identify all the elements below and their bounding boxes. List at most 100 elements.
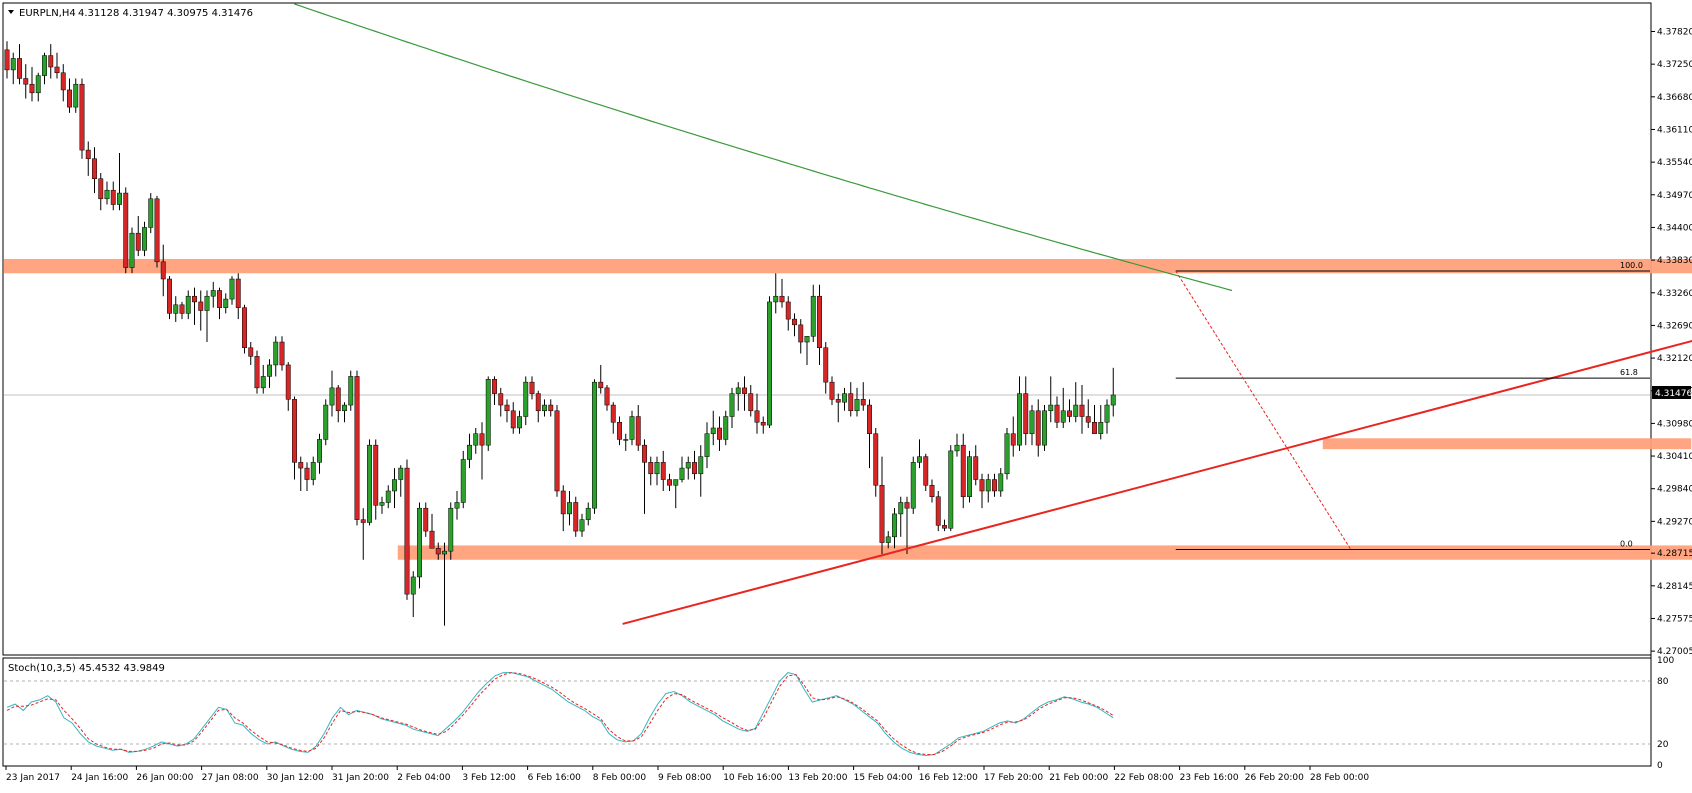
bear-candle: [167, 278, 172, 314]
support-resistance-zone: [397, 545, 1692, 560]
bull-candle: [623, 439, 629, 441]
bull-candle: [698, 456, 704, 475]
time-tick-label: 17 Feb 20:00: [984, 773, 1043, 783]
bull-candle: [104, 189, 110, 200]
bear-candle: [792, 318, 797, 326]
price-tick-label: 4.34970: [1657, 191, 1692, 201]
bear-candle: [60, 72, 66, 91]
bull-candle: [42, 55, 47, 76]
bear-candle: [67, 89, 72, 108]
bear-candle: [423, 507, 429, 532]
bear-candle: [354, 376, 360, 520]
bull-candle: [654, 462, 660, 475]
bear-candle: [604, 387, 610, 406]
bull-candle: [954, 444, 960, 452]
price-tick-label: 4.27005: [1657, 647, 1692, 657]
bull-candle: [673, 479, 679, 486]
bear-candle: [660, 462, 666, 480]
bull-candle: [367, 444, 372, 523]
bear-candle: [785, 301, 791, 320]
stochastic-signal-line: [6, 672, 1114, 755]
bear-candle: [760, 421, 766, 426]
price-tick-label: 4.28145: [1657, 582, 1692, 592]
bear-candle: [779, 295, 785, 303]
bull-candle: [542, 404, 547, 412]
bear-candle: [298, 462, 304, 469]
bear-candle: [1010, 433, 1016, 446]
bull-candle: [329, 387, 335, 406]
bear-candle: [1054, 404, 1060, 423]
bear-candle: [554, 410, 560, 492]
bull-candle: [1104, 404, 1110, 423]
bull-candle: [898, 502, 904, 515]
bull-candle: [410, 576, 416, 595]
lines-layer: 100.0 61.8 0.0: [622, 261, 1692, 625]
bull-candle: [485, 379, 491, 446]
bull-candle: [223, 298, 229, 308]
time-tick-label: 10 Feb 16:00: [723, 773, 782, 783]
bull-candle: [1042, 410, 1047, 446]
bull-candle: [385, 490, 391, 503]
time-tick-label: 26 Jan 00:00: [136, 773, 193, 783]
bear-candle: [192, 295, 197, 303]
time-tick-label: 16 Feb 12:00: [919, 773, 978, 783]
fibonacci-level-label: 0.0: [1620, 539, 1633, 548]
bear-candle: [29, 83, 35, 94]
trendline: [622, 339, 1692, 625]
price-tick-label: 4.30410: [1657, 452, 1692, 462]
bull-candle: [892, 513, 897, 538]
bear-candle: [492, 379, 497, 394]
bull-candle: [117, 192, 122, 205]
bull-candle: [210, 290, 216, 297]
bear-candle: [823, 347, 829, 383]
bear-candle: [79, 83, 85, 151]
stochastic-label: Stoch(10,3,5) 45.4532 43.9849: [8, 663, 165, 674]
bear-candle: [617, 421, 622, 440]
time-tick-label: 9 Feb 08:00: [658, 773, 712, 783]
bull-candle: [585, 507, 591, 520]
price-tick-label: 4.33830: [1657, 256, 1692, 266]
price-tick-label: 4.33260: [1657, 289, 1692, 299]
bear-candle: [279, 341, 285, 366]
bear-candle: [817, 295, 822, 349]
bull-candle: [685, 462, 691, 469]
bear-candle: [154, 198, 160, 263]
bull-candle: [885, 536, 891, 543]
bull-candle: [842, 393, 847, 403]
bull-candle: [260, 376, 266, 389]
bull-candle: [523, 381, 529, 417]
bull-candle: [185, 295, 191, 314]
bear-candle: [23, 78, 29, 85]
time-tick-label: 24 Jan 16:00: [71, 773, 128, 783]
bear-candle: [829, 381, 835, 400]
symbol-menu-icon[interactable]: [8, 10, 14, 14]
bear-candle: [835, 399, 841, 403]
bear-candle: [92, 158, 97, 179]
bear-candle: [860, 399, 866, 406]
bear-candle: [98, 178, 104, 200]
bull-candle: [273, 341, 279, 366]
bear-candle: [873, 433, 879, 486]
bull-candle: [767, 301, 772, 426]
time-tick-label: 23 Feb 16:00: [1180, 773, 1239, 783]
time-tick-label: 23 Jan 2017: [6, 773, 60, 783]
bull-candle: [1004, 433, 1010, 475]
bull-candle: [454, 502, 460, 509]
support-resistance-zone: [4, 258, 1692, 274]
bear-candle: [560, 490, 566, 515]
bear-candle: [923, 456, 929, 486]
bear-candle: [879, 485, 885, 543]
bull-candle: [204, 295, 210, 311]
bull-candle: [592, 381, 597, 509]
bear-candle: [935, 496, 941, 526]
bull-candle: [10, 58, 16, 71]
bull-candle: [967, 456, 972, 497]
bear-candle: [754, 410, 760, 423]
time-tick-label: 6 Feb 16:00: [528, 773, 582, 783]
bear-candle: [235, 278, 241, 308]
price-tick-label: 4.36110: [1657, 125, 1692, 135]
bear-candle: [54, 66, 60, 74]
bear-candle: [198, 301, 204, 311]
